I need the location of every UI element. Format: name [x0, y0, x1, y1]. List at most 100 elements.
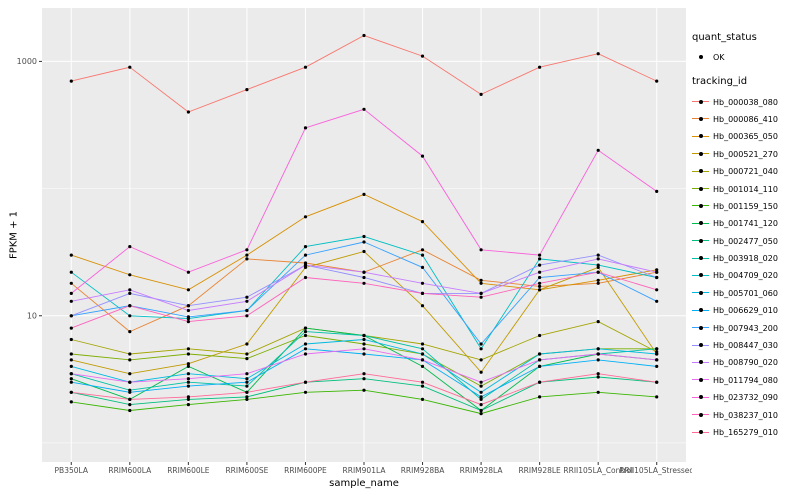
data-point: [362, 342, 366, 346]
data-point: [362, 337, 366, 342]
line-key-icon: [692, 269, 709, 283]
data-point: [655, 79, 659, 83]
data-point: [245, 372, 249, 376]
data-point: [245, 257, 249, 261]
line-key-icon: [692, 130, 709, 144]
data-point: [420, 364, 425, 368]
x-tick-label: RRII105LA_Control: [563, 466, 633, 475]
data-point: [303, 275, 308, 280]
data-point: [303, 326, 308, 330]
line-key-icon: [692, 286, 709, 300]
legend-entry-label: Hb_004709_020: [713, 271, 778, 281]
data-point: [303, 342, 308, 346]
line-key-icon: [692, 147, 709, 161]
data-point: [245, 377, 249, 381]
data-point: [479, 380, 483, 384]
legend-entry-Hb_165279_010: Hb_165279_010: [692, 424, 798, 441]
data-point: [245, 357, 249, 361]
data-point: [596, 257, 600, 261]
data-point: [128, 314, 132, 318]
legend-entry-label: Hb_001741_120: [713, 219, 778, 229]
point-icon: [699, 308, 703, 313]
point-icon: [699, 273, 703, 278]
data-point: [303, 126, 308, 130]
data-point: [128, 390, 132, 394]
point-icon: [699, 238, 703, 243]
legend-entry-ok-label: OK: [713, 53, 725, 63]
line-key-icon: [692, 321, 709, 335]
data-point: [69, 390, 73, 394]
x-tick-label: RRIM928BA: [401, 466, 446, 475]
data-point: [128, 65, 132, 69]
data-point: [245, 395, 249, 399]
x-tick-label: RRIM600SE: [225, 466, 268, 475]
data-point: [303, 347, 308, 351]
data-point: [186, 270, 190, 274]
data-point: [538, 281, 542, 285]
x-axis-label: sample_name: [329, 478, 399, 489]
legend-entry-label: Hb_000721_040: [713, 167, 778, 177]
legend-entry-label: Hb_000038_080: [713, 97, 778, 107]
point-icon: [699, 134, 703, 139]
data-point: [479, 412, 483, 416]
data-point: [362, 275, 366, 280]
legend-entry-label: Hb_000521_270: [713, 149, 778, 159]
point-icon: [699, 412, 703, 417]
line-key-icon: [692, 182, 709, 196]
data-point: [186, 384, 190, 388]
x-tick-label: RRIM600LA: [108, 466, 152, 475]
data-point: [186, 364, 190, 368]
line-key-icon: [692, 112, 709, 126]
data-point: [655, 268, 659, 272]
data-point: [479, 291, 483, 295]
data-point: [596, 320, 600, 324]
data-point: [128, 330, 132, 334]
data-point: [362, 234, 366, 239]
data-point: [362, 377, 366, 381]
point-icon: [699, 430, 703, 434]
legend-entry-Hb_006629_010: Hb_006629_010: [692, 302, 798, 319]
data-point: [655, 380, 659, 384]
legend-entry-Hb_038237_010: Hb_038237_010: [692, 406, 798, 423]
data-point: [538, 270, 542, 274]
data-point: [420, 397, 425, 401]
data-point: [538, 364, 542, 368]
data-point: [128, 288, 132, 292]
legend-entry-Hb_001159_150: Hb_001159_150: [692, 198, 798, 215]
data-point: [538, 253, 542, 257]
data-point: [362, 107, 366, 111]
data-point: [479, 342, 483, 346]
data-point: [245, 314, 249, 318]
legend-entry-label: Hb_002477_050: [713, 236, 778, 246]
legend-title-tracking-id: tracking_id: [692, 76, 748, 88]
data-point: [69, 358, 73, 362]
data-point: [362, 347, 366, 351]
line-key-icon: [692, 339, 709, 353]
data-point: [69, 299, 73, 303]
data-point: [420, 220, 425, 224]
legend-entry-Hb_001014_110: Hb_001014_110: [692, 180, 798, 197]
data-point: [479, 370, 483, 374]
data-point: [655, 189, 659, 193]
data-point: [420, 358, 425, 362]
data-point: [186, 395, 190, 399]
data-point: [186, 377, 190, 381]
data-point: [596, 148, 600, 152]
data-point: [479, 92, 483, 96]
data-point: [69, 372, 73, 376]
data-point: [479, 281, 483, 285]
point-icon: [699, 169, 703, 174]
data-point: [362, 352, 366, 356]
data-point: [186, 304, 190, 308]
data-point: [596, 372, 600, 376]
data-point: [128, 291, 132, 295]
legend-entry-Hb_000086_410: Hb_000086_410: [692, 111, 798, 128]
data-point: [655, 275, 659, 280]
data-point: [655, 358, 659, 362]
data-point: [303, 215, 308, 219]
data-point: [128, 245, 132, 249]
data-point: [655, 352, 659, 356]
data-point: [538, 333, 542, 338]
legend-entry-Hb_011794_080: Hb_011794_080: [692, 372, 798, 389]
data-point: [362, 388, 366, 392]
